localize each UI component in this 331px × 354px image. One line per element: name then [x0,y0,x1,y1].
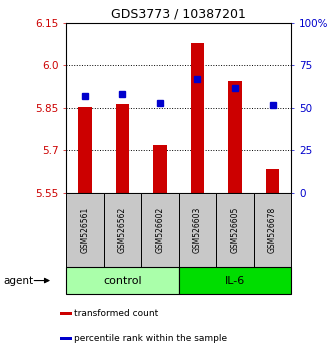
Bar [78,107,91,193]
Bar [228,81,242,193]
Bar [266,169,279,193]
Bar [254,193,291,267]
Text: transformed count: transformed count [74,309,159,318]
Text: GSM526678: GSM526678 [268,207,277,253]
Bar [141,193,179,267]
Text: GSM526602: GSM526602 [156,207,165,253]
Text: agent: agent [3,275,33,286]
Bar [104,193,141,267]
Text: GSM526603: GSM526603 [193,207,202,253]
Text: GSM526605: GSM526605 [230,207,240,253]
Bar [179,267,291,294]
Text: control: control [103,275,142,286]
Bar [216,193,254,267]
Text: IL-6: IL-6 [225,275,245,286]
Bar [60,312,72,315]
Bar [179,193,216,267]
Text: percentile rank within the sample: percentile rank within the sample [74,333,227,343]
Bar [191,43,204,193]
Bar [60,337,72,340]
Text: GSM526562: GSM526562 [118,207,127,253]
Bar [66,267,179,294]
Bar [66,193,104,267]
Bar [116,104,129,193]
Text: GSM526561: GSM526561 [80,207,89,253]
Bar [153,145,166,193]
Title: GDS3773 / 10387201: GDS3773 / 10387201 [111,7,246,21]
